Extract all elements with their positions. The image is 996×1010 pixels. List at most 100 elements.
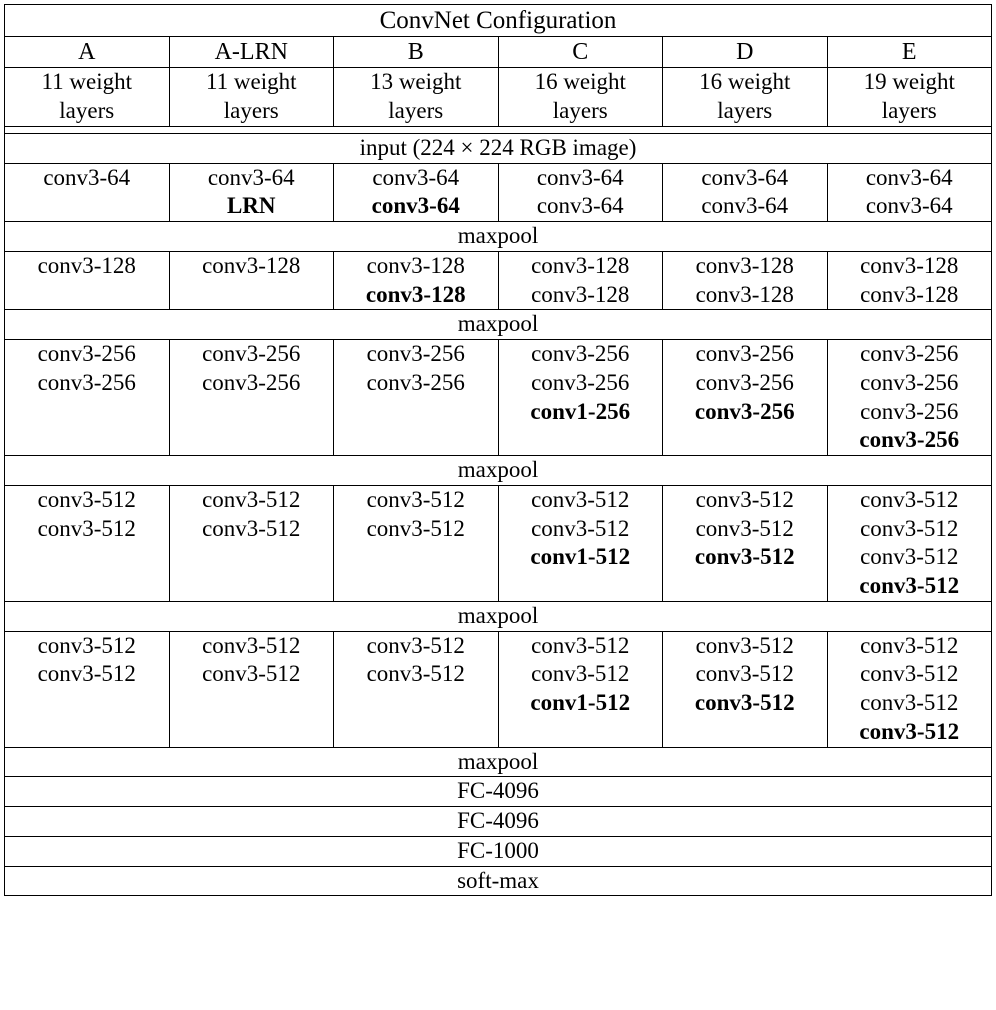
layer-label: conv3-256: [859, 426, 959, 455]
layer-label: conv3-512: [696, 632, 794, 661]
layer-label: conv3-512: [38, 515, 136, 544]
full-row-label: soft-max: [5, 866, 992, 896]
column-header-E: E: [827, 37, 992, 68]
layer-cell: conv3-512conv3-512conv3-512: [663, 485, 828, 601]
layer-label: conv3-256: [696, 340, 794, 369]
layer-label: conv3-64: [866, 192, 953, 221]
layer-label: conv3-512: [696, 486, 794, 515]
layer-label: conv3-64: [372, 164, 459, 193]
layer-cell: conv3-256conv3-256conv3-256conv3-256: [827, 340, 992, 456]
layer-cell: conv3-512conv3-512: [5, 485, 170, 601]
layer-label: conv3-512: [367, 515, 465, 544]
full-row-label: FC-1000: [5, 836, 992, 866]
full-row-label: FC-4096: [5, 777, 992, 807]
layer-label: conv3-256: [860, 398, 958, 427]
layer-label: conv3-128: [367, 252, 465, 281]
layer-label: conv3-128: [38, 252, 136, 281]
title-row: ConvNet Configuration: [5, 5, 992, 37]
full-row: maxpool: [5, 456, 992, 486]
layer-label: conv3-256: [367, 340, 465, 369]
layer-label: conv3-256: [202, 340, 300, 369]
input-row: input (224 × 224 RGB image): [5, 133, 992, 163]
layer-cell: conv3-64LRN: [169, 163, 334, 222]
column-subtitle-E: 19 weightlayers: [827, 68, 992, 127]
layer-label: conv1-512: [530, 689, 630, 718]
column-subtitle-C: 16 weightlayers: [498, 68, 663, 127]
layer-label: conv3-512: [859, 718, 959, 747]
layer-cell: conv3-512conv3-512conv3-512conv3-512: [827, 631, 992, 747]
layer-label: conv3-512: [695, 689, 795, 718]
column-subtitle-A: 11 weightlayers: [5, 68, 170, 127]
layer-cell: conv3-128conv3-128: [334, 251, 499, 310]
layer-cell: conv3-512conv3-512: [169, 631, 334, 747]
column-subtitles-row: 11 weightlayers11 weightlayers13 weightl…: [5, 68, 992, 127]
layer-label: conv3-512: [367, 660, 465, 689]
layer-label: conv3-512: [531, 486, 629, 515]
layer-cell: conv3-128: [169, 251, 334, 310]
full-row: soft-max: [5, 866, 992, 896]
full-row: maxpool: [5, 747, 992, 777]
layer-label: conv3-512: [202, 486, 300, 515]
layer-label: conv3-64: [701, 164, 788, 193]
layer-label: conv3-512: [531, 660, 629, 689]
layer-label: conv1-256: [530, 398, 630, 427]
layer-label: conv3-512: [860, 660, 958, 689]
convnet-config-table: ConvNet ConfigurationAA-LRNBCDE11 weight…: [4, 4, 992, 896]
layer-label: conv3-512: [367, 486, 465, 515]
layer-label: conv3-512: [38, 632, 136, 661]
layer-label: conv3-128: [531, 252, 629, 281]
layer-cell: conv3-512conv3-512conv1-512: [498, 485, 663, 601]
layer-label: conv3-512: [695, 543, 795, 572]
layer-block-row: conv3-64conv3-64LRNconv3-64conv3-64conv3…: [5, 163, 992, 222]
layer-cell: conv3-512conv3-512: [5, 631, 170, 747]
spacer-cell: [5, 126, 992, 133]
layer-cell: conv3-128conv3-128: [827, 251, 992, 310]
layer-label: conv3-128: [860, 281, 958, 310]
layer-label: conv3-256: [38, 340, 136, 369]
full-row: FC-4096: [5, 807, 992, 837]
full-row: FC-4096: [5, 777, 992, 807]
layer-label: conv3-128: [366, 281, 466, 310]
layer-label: conv3-512: [202, 515, 300, 544]
full-row: maxpool: [5, 601, 992, 631]
layer-cell: conv3-256conv3-256conv1-256: [498, 340, 663, 456]
layer-label: conv3-256: [531, 369, 629, 398]
layer-label: conv3-128: [696, 252, 794, 281]
layer-label: conv3-512: [38, 660, 136, 689]
column-subtitle-D: 16 weightlayers: [663, 68, 828, 127]
column-header-C: C: [498, 37, 663, 68]
full-row-label: FC-4096: [5, 807, 992, 837]
layer-label: conv3-256: [531, 340, 629, 369]
layer-label: conv3-64: [866, 164, 953, 193]
full-row: maxpool: [5, 310, 992, 340]
layer-cell: conv3-64conv3-64: [334, 163, 499, 222]
layer-label: LRN: [227, 192, 276, 221]
layer-label: conv3-512: [860, 515, 958, 544]
layer-cell: conv3-512conv3-512: [334, 485, 499, 601]
layer-cell: conv3-64conv3-64: [663, 163, 828, 222]
layer-label: conv3-128: [531, 281, 629, 310]
layer-cell: conv3-256conv3-256: [169, 340, 334, 456]
layer-label: conv3-64: [537, 164, 624, 193]
layer-label: conv3-512: [531, 632, 629, 661]
full-row-label: maxpool: [5, 222, 992, 252]
layer-cell: conv3-64conv3-64: [498, 163, 663, 222]
full-row-label: maxpool: [5, 747, 992, 777]
layer-label: conv3-512: [202, 632, 300, 661]
layer-label: conv3-64: [372, 192, 460, 221]
layer-label: conv3-512: [859, 572, 959, 601]
layer-label: conv3-512: [38, 486, 136, 515]
layer-label: conv3-256: [38, 369, 136, 398]
column-header-B: B: [334, 37, 499, 68]
layer-cell: conv3-128conv3-128: [663, 251, 828, 310]
layer-label: conv3-512: [367, 632, 465, 661]
layer-label: conv3-64: [701, 192, 788, 221]
column-subtitle-A-LRN: 11 weightlayers: [169, 68, 334, 127]
column-subtitle-B: 13 weightlayers: [334, 68, 499, 127]
layer-label: conv3-256: [696, 369, 794, 398]
layer-block-row: conv3-512conv3-512conv3-512conv3-512conv…: [5, 485, 992, 601]
full-row: maxpool: [5, 222, 992, 252]
layer-cell: conv3-256conv3-256: [5, 340, 170, 456]
layer-block-row: conv3-128conv3-128conv3-128conv3-128conv…: [5, 251, 992, 310]
layer-cell: conv3-512conv3-512conv3-512: [663, 631, 828, 747]
